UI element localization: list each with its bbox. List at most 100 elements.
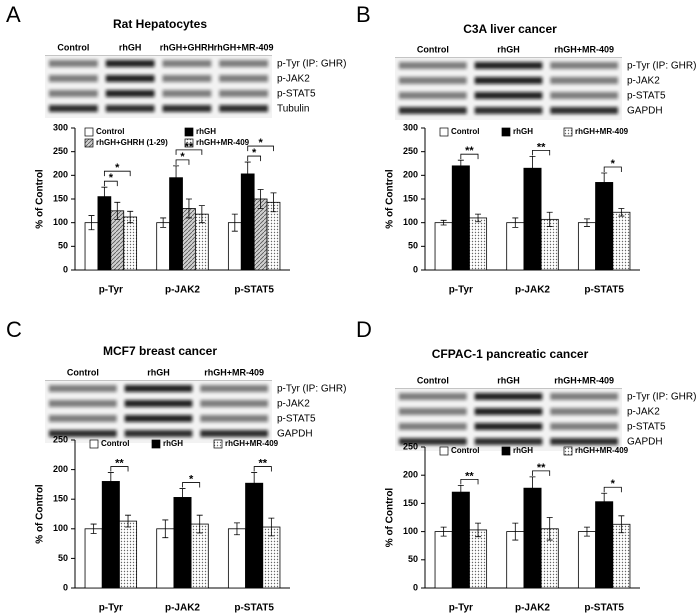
significance-label: ** xyxy=(537,141,546,153)
blot-band xyxy=(550,408,618,415)
x-tick-label: p-Tyr xyxy=(99,285,123,296)
blot-band xyxy=(550,423,618,430)
significance-bracket xyxy=(603,486,622,493)
blot-band xyxy=(399,393,467,400)
significance-bracket xyxy=(110,466,129,472)
error-bar xyxy=(440,526,447,537)
significance-bracket xyxy=(532,150,551,156)
blot-band xyxy=(399,423,467,430)
legend-label: rhGH xyxy=(163,439,183,448)
blot-row-label: p-STAT5 xyxy=(277,414,316,425)
significance-bracket xyxy=(182,482,201,488)
legend-label: rhGH xyxy=(196,127,216,136)
bar xyxy=(253,198,268,271)
significance-label: ** xyxy=(537,462,546,474)
legend-label: Control xyxy=(101,439,129,448)
blot-band xyxy=(550,107,618,114)
blot-row-label: GAPDH xyxy=(627,437,663,448)
y-tick-label: 300 xyxy=(53,122,68,132)
y-tick-label: 100 xyxy=(403,217,418,227)
blot-band xyxy=(550,62,618,69)
y-tick-label: 50 xyxy=(408,241,418,251)
panel-title: MCF7 breast cancer xyxy=(103,344,217,358)
error-bar xyxy=(160,217,167,228)
blot-row-label: GAPDH xyxy=(277,429,313,440)
blot-band xyxy=(162,60,212,67)
error-bar xyxy=(618,208,625,217)
significance-label: ** xyxy=(185,141,194,153)
blot-column-label: rhGH+GHRH xyxy=(160,42,214,52)
bar xyxy=(434,222,453,271)
error-bar xyxy=(529,156,536,181)
bar xyxy=(156,222,170,271)
bar xyxy=(595,501,614,589)
panel-title: C3A liver cancer xyxy=(463,22,557,36)
bar xyxy=(595,182,614,271)
legend-label: rhGH xyxy=(513,127,533,136)
error-bar xyxy=(457,484,464,500)
error-bar xyxy=(512,217,519,228)
significance-bracket xyxy=(175,159,190,165)
bar xyxy=(612,211,631,271)
error-bar xyxy=(601,172,608,193)
blot-band xyxy=(219,90,268,97)
legend-swatch xyxy=(213,439,223,449)
bar xyxy=(227,528,246,589)
error-bar xyxy=(90,523,97,534)
blot-band xyxy=(474,77,543,84)
y-tick-label: 150 xyxy=(53,193,68,203)
panel-title: CFPAC-1 pancreatic cancer xyxy=(432,347,589,361)
bar xyxy=(101,481,120,589)
significance-bracket xyxy=(247,155,262,162)
bar xyxy=(506,222,525,271)
legend-swatch xyxy=(151,439,161,449)
legend-swatch xyxy=(439,127,449,137)
legend-swatch xyxy=(184,127,194,137)
y-tick-label: 250 xyxy=(403,146,418,156)
bar xyxy=(266,201,281,271)
blot-band xyxy=(550,92,618,99)
significance-label: ** xyxy=(258,457,267,469)
blot-band xyxy=(474,423,543,430)
error-bar xyxy=(125,514,132,528)
blot-column-label: rhGH xyxy=(119,42,142,52)
blot-column-label: rhGH+MR-409 xyxy=(554,375,614,385)
blot-column-label: Control xyxy=(417,44,449,54)
blot-band xyxy=(399,408,467,415)
x-tick-label: p-STAT5 xyxy=(234,285,274,296)
y-tick-label: 0 xyxy=(63,582,68,592)
blot-band xyxy=(399,62,467,69)
blot-column-label: rhGH xyxy=(147,367,170,377)
blot-band xyxy=(49,60,98,67)
legend-swatch xyxy=(563,127,573,137)
y-tick-label: 100 xyxy=(53,523,68,533)
blot-band xyxy=(105,105,155,112)
blot-band xyxy=(200,385,268,392)
legend-label: rhGH xyxy=(513,446,533,455)
legend-label: rhGH+MR-409 xyxy=(575,127,629,136)
blot-band xyxy=(550,393,618,400)
error-bar xyxy=(475,213,482,223)
legend-swatch xyxy=(439,446,449,456)
significance-bracket xyxy=(103,180,118,187)
legend-label: Control xyxy=(451,446,479,455)
y-tick-label: 300 xyxy=(403,122,418,132)
y-tick-label: 200 xyxy=(403,170,418,180)
x-tick-label: p-STAT5 xyxy=(584,285,624,296)
blot-row-label: p-Tyr (IP: GHR) xyxy=(627,392,696,403)
significance-label: * xyxy=(109,172,114,184)
x-tick-label: p-Tyr xyxy=(449,285,473,296)
blot-row-label: GAPDH xyxy=(627,106,663,117)
error-bar xyxy=(270,192,277,213)
x-tick-label: p-JAK2 xyxy=(515,285,550,296)
bar xyxy=(540,218,559,271)
blot-band xyxy=(105,75,155,82)
legend-swatch xyxy=(84,127,94,137)
bar xyxy=(523,167,542,271)
error-bar xyxy=(583,526,590,537)
bar xyxy=(469,529,488,589)
legend-label: rhGH+GHRH (1-29) xyxy=(96,138,168,147)
legend-swatch xyxy=(89,439,99,449)
x-tick-label: p-STAT5 xyxy=(584,603,624,613)
error-bar xyxy=(251,472,258,495)
